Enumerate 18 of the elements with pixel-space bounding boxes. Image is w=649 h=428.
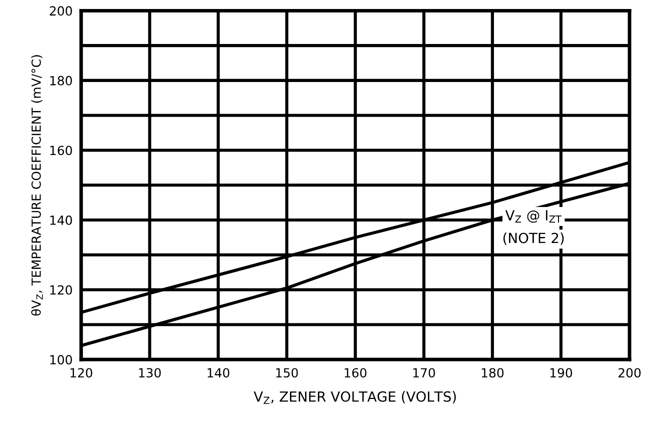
- x-tick-label: 200: [618, 368, 641, 378]
- x-tick-label: 190: [550, 368, 572, 378]
- y-axis-title: θV$_{Z}$, TEMPERATURE COEFFICIENT (mV/°C): [31, 55, 43, 316]
- x-tick-label: 180: [482, 368, 504, 378]
- y-tick-label: 140: [50, 215, 72, 225]
- x-tick-label: 120: [70, 368, 92, 378]
- x-tick-label: 150: [276, 368, 298, 378]
- y-tick-label: 120: [50, 285, 72, 295]
- annotation: V$_{Z}$ @ I$_{ZT}$ (NOTE 2): [503, 210, 564, 245]
- x-tick-label: 160: [344, 368, 366, 378]
- x-axis-title: V$_{Z}$, ZENER VOLTAGE (VOLTS): [254, 391, 456, 404]
- x-tick-label: 130: [139, 368, 161, 378]
- x-tick-label: 170: [413, 368, 435, 378]
- y-tick-label: 180: [50, 76, 72, 86]
- y-tick-label: 200: [50, 6, 72, 16]
- y-tick-label: 160: [50, 146, 72, 156]
- x-tick-label: 140: [208, 368, 230, 378]
- y-tick-label: 100: [50, 354, 72, 364]
